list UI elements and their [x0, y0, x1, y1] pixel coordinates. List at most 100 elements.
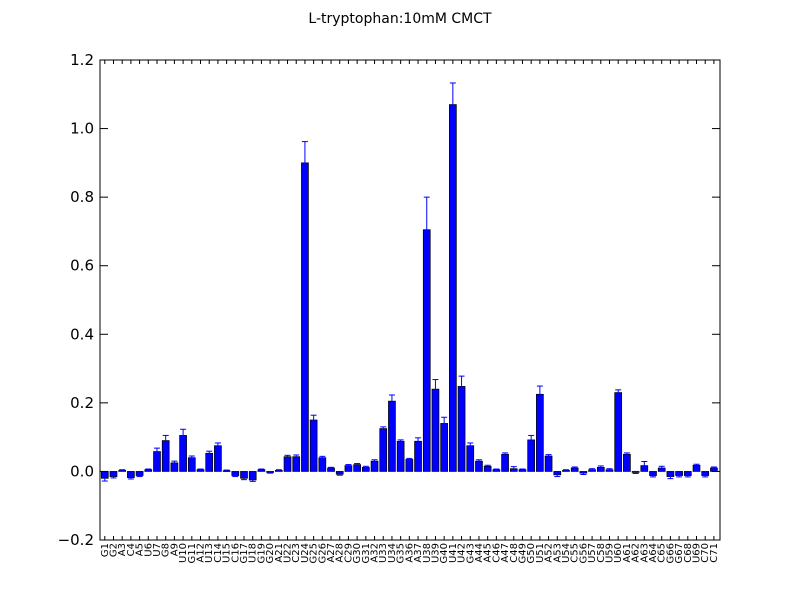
- error-bar-G35: [397, 439, 404, 444]
- error-bar-U24: [301, 141, 308, 185]
- x-tick-label-G11: G11: [187, 543, 198, 563]
- x-tick-label-G1: G1: [100, 543, 111, 557]
- bar-U22: [283, 456, 292, 472]
- x-tick-label-G49: G49: [517, 543, 528, 563]
- error-bar-A32: [371, 459, 378, 464]
- x-tick-label-A61: A61: [622, 543, 633, 563]
- x-tick-label-G67: G67: [674, 543, 685, 563]
- x-tick-label-U57: U57: [587, 543, 598, 563]
- x-tick-labels: G1G2A3C4A5U6U7G8A9U10G11A12U13C14U15C16G…: [100, 543, 720, 563]
- x-tick-label-G50: G50: [526, 543, 537, 563]
- error-bar-A61: [623, 452, 630, 457]
- x-tick-label-C4: C4: [126, 543, 137, 556]
- bar-U41: [449, 104, 457, 472]
- x-tick-label-U69: U69: [692, 543, 703, 563]
- error-bar-A9: [171, 460, 178, 466]
- error-bar-U33: [380, 426, 387, 431]
- error-bar-U34: [388, 394, 395, 408]
- error-bar-U59: [606, 468, 613, 472]
- error-bar-G20: [267, 471, 274, 474]
- error-bar-U41: [449, 82, 456, 127]
- x-tick-label-C14: C14: [213, 543, 224, 563]
- x-tick-label-A52: A52: [544, 543, 555, 563]
- error-bar-U60: [615, 389, 622, 396]
- error-bar-A28: [336, 472, 343, 476]
- x-tick-label-C71: C71: [709, 543, 720, 563]
- error-bar-G49: [519, 468, 526, 471]
- error-bar-U38: [423, 196, 430, 263]
- x-tick-label-C29: C29: [343, 543, 354, 563]
- bar-U33: [379, 428, 388, 472]
- error-bar-G17: [241, 476, 248, 481]
- y-tick-label: 0.4: [70, 325, 94, 343]
- bar-G26: [318, 457, 327, 472]
- x-tick-label-C70: C70: [700, 543, 711, 563]
- x-tick-label-A63: A63: [639, 543, 650, 563]
- x-tick-label-U59: U59: [604, 543, 615, 563]
- error-bar-G67: [676, 473, 683, 478]
- x-tick-label-U38: U38: [422, 543, 433, 563]
- x-tick-label-C65: C65: [657, 543, 668, 563]
- error-bar-U10: [180, 428, 187, 443]
- bar-G25: [309, 419, 318, 472]
- error-bar-C16: [232, 474, 239, 478]
- error-bar-A36: [406, 457, 413, 461]
- bar-U60: [614, 392, 623, 472]
- x-tick-label-G43: G43: [465, 543, 476, 563]
- x-tick-label-A36: A36: [404, 543, 415, 563]
- error-bar-C68: [684, 473, 691, 478]
- error-bar-A47: [502, 452, 509, 457]
- bar-U24: [301, 162, 309, 472]
- bar-U34: [388, 400, 396, 472]
- error-bar-C14: [214, 442, 221, 449]
- error-bar-A44: [475, 459, 482, 464]
- x-tick-label-U10: U10: [178, 543, 189, 563]
- bar-A61: [623, 453, 631, 472]
- error-bar-C55: [571, 466, 578, 470]
- error-bar-C29: [345, 464, 352, 468]
- error-bar-C23: [293, 454, 300, 459]
- x-tick-label-C58: C58: [596, 543, 607, 563]
- bar-A47: [501, 453, 509, 472]
- x-tick-label-A32: A32: [370, 543, 381, 563]
- bar-U51: [536, 393, 544, 472]
- bar-C14: [214, 445, 222, 472]
- x-tick-label-C55: C55: [570, 543, 581, 563]
- error-bar-A5: [136, 474, 143, 478]
- error-bar-U69: [693, 463, 700, 467]
- error-bar-G26: [319, 455, 326, 460]
- error-bar-C48: [510, 466, 517, 472]
- error-bar-A21: [275, 469, 282, 472]
- plot-frame: [99, 59, 721, 541]
- x-tick-label-A9: A9: [169, 543, 180, 556]
- y-tick-label: 0.8: [70, 188, 94, 206]
- y-tick-label: 0.6: [70, 257, 94, 275]
- error-bar-G31: [362, 465, 369, 469]
- x-tick-label-U54: U54: [561, 543, 572, 563]
- x-tick-label-G30: G30: [352, 543, 363, 563]
- x-tick-label-A27: A27: [326, 543, 337, 563]
- error-bar-C4: [127, 475, 134, 480]
- x-tick-label-U22: U22: [283, 543, 294, 563]
- error-bar-C65: [658, 465, 665, 471]
- bar-U39: [431, 388, 440, 472]
- x-tick-label-A44: A44: [474, 543, 485, 563]
- error-bar-G8: [162, 434, 169, 447]
- x-tick-label-U60: U60: [613, 543, 624, 563]
- error-bar-U51: [536, 385, 543, 404]
- x-tick-label-A45: A45: [483, 543, 494, 563]
- x-tick-label-A64: A64: [648, 543, 659, 563]
- x-tick-label-G35: G35: [396, 543, 407, 563]
- bar-U38: [422, 229, 431, 472]
- x-tick-label-G31: G31: [361, 543, 372, 563]
- error-bar-A37: [415, 437, 422, 446]
- error-bar-A12: [197, 468, 204, 471]
- x-tick-label-U6: U6: [143, 543, 154, 557]
- error-bar-G43: [467, 442, 474, 449]
- error-bar-A63: [641, 460, 648, 471]
- error-bar-U13: [206, 450, 213, 456]
- error-bar-A64: [649, 473, 656, 478]
- error-bar-A62: [632, 470, 639, 474]
- error-bar-A53: [554, 472, 561, 478]
- x-tick-label-A62: A62: [631, 543, 642, 563]
